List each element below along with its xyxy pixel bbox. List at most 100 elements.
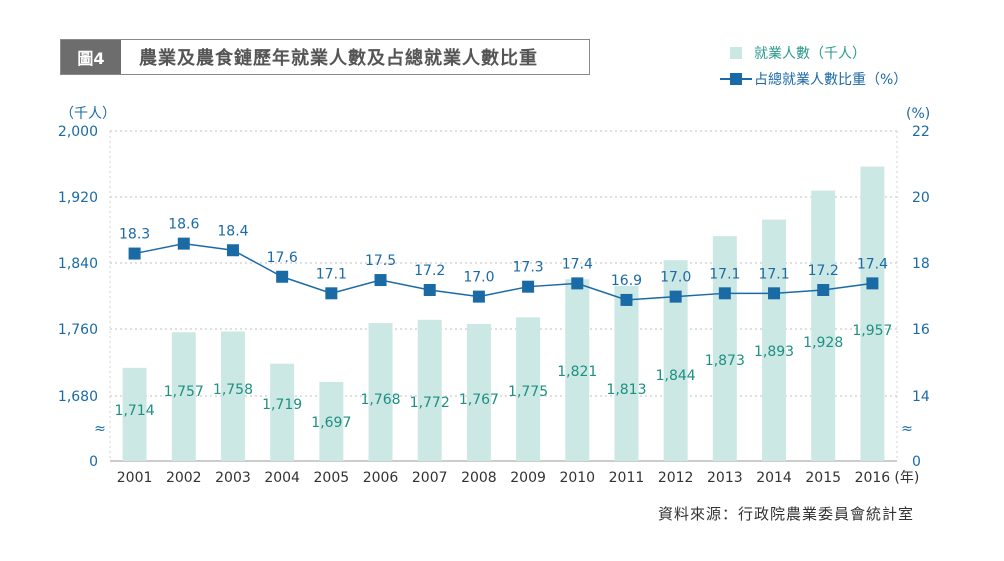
left-tick-label: 1,760	[58, 322, 98, 338]
line-value-label: 18.6	[168, 217, 199, 233]
bar-value-label: 1,757	[164, 384, 204, 400]
right-tick-label: 16	[912, 322, 930, 338]
right-tick-label: 0	[912, 454, 921, 470]
bar-value-label: 1,772	[410, 395, 450, 411]
axis-break-right: ≈	[901, 421, 913, 437]
legend-item-line: 占總就業人數比重（%）	[720, 66, 907, 92]
x-tick-label: 2005	[314, 470, 350, 486]
x-tick-label: 2003	[215, 470, 251, 486]
line-point	[226, 244, 239, 257]
bar-value-label: 1,697	[311, 415, 351, 431]
x-tick-label: 2013	[707, 470, 743, 486]
figure-tag: 圖4	[61, 40, 121, 74]
bar-value-label: 1,719	[262, 397, 302, 413]
line-value-label: 17.3	[513, 260, 544, 276]
line-point	[374, 274, 387, 287]
line-point	[620, 293, 633, 306]
right-tick-label: 20	[912, 190, 930, 206]
right-tick-label: 18	[912, 256, 930, 272]
line-point	[866, 277, 879, 290]
bar	[565, 279, 590, 461]
x-tick-label: 2014	[756, 470, 792, 486]
legend-bar-swatch	[730, 47, 742, 59]
right-tick-label: 22	[912, 124, 930, 140]
x-tick-label: 2007	[412, 470, 448, 486]
line-value-label: 17.4	[857, 256, 888, 272]
chart-title: 農業及農食鏈歷年就業人數及占總就業人數比重	[139, 48, 538, 69]
bar	[417, 319, 442, 461]
x-axis-unit: (年)	[894, 470, 919, 486]
x-tick-label: 2001	[117, 470, 153, 486]
line-value-label: 17.6	[267, 250, 298, 266]
x-tick-label: 2004	[264, 470, 300, 486]
bar	[171, 332, 196, 461]
left-tick-label: 2,000	[58, 124, 98, 140]
bar	[270, 363, 295, 461]
line-value-label: 17.4	[562, 256, 593, 272]
x-tick-label: 2002	[166, 470, 202, 486]
line-point	[276, 270, 289, 283]
left-axis-unit: （千人）	[60, 106, 116, 122]
left-tick-label: 1,920	[58, 190, 98, 206]
bar-value-label: 1,758	[213, 382, 253, 398]
left-tick-label: 1,680	[58, 389, 98, 405]
x-tick-label: 2016	[855, 470, 891, 486]
x-tick-label: 2008	[461, 470, 497, 486]
line-value-label: 18.4	[217, 223, 248, 239]
axis-break-left: ≈	[94, 421, 106, 437]
bar	[811, 190, 836, 461]
line-point	[177, 237, 190, 250]
bar	[466, 323, 491, 461]
bar	[122, 367, 147, 461]
line-value-label: 16.9	[611, 273, 642, 289]
legend-bar-label: 就業人數（千人）	[754, 46, 866, 62]
bar-value-label: 1,821	[557, 364, 597, 380]
bar	[368, 323, 393, 461]
bar	[319, 381, 344, 461]
line-point	[817, 284, 830, 296]
left-tick-label: 0	[89, 454, 98, 470]
share-line	[134, 242, 873, 301]
line-value-label: 17.1	[758, 266, 789, 282]
line-value-label: 17.2	[414, 263, 445, 279]
x-tick-label: 2011	[609, 470, 645, 486]
line-point	[669, 290, 682, 303]
line-point	[325, 287, 338, 300]
bar-value-label: 1,813	[606, 382, 646, 398]
bar	[712, 236, 737, 461]
x-tick-label: 2009	[510, 470, 546, 486]
left-tick-label: 1,840	[58, 256, 98, 272]
x-tick-label: 2012	[658, 470, 694, 486]
bar-value-label: 1,957	[852, 323, 892, 339]
legend-item-bars: 就業人數（千人）	[720, 40, 907, 66]
line-point	[571, 277, 584, 290]
legend-line-label: 占總就業人數比重（%）	[754, 72, 908, 88]
line-value-label: 18.3	[119, 227, 150, 243]
legend: 就業人數（千人） 占總就業人數比重（%）	[720, 40, 907, 92]
line-point	[128, 247, 141, 260]
line-value-label: 17.0	[660, 270, 691, 286]
x-tick-label: 2010	[559, 470, 595, 486]
line-value-label: 17.0	[463, 270, 494, 286]
bar	[860, 166, 885, 461]
line-value-label: 17.2	[808, 263, 839, 279]
line-point	[522, 280, 535, 293]
bar-value-label: 1,768	[360, 392, 400, 408]
legend-line-swatch	[720, 73, 752, 85]
title-box: 圖4 農業及農食鏈歷年就業人數及占總就業人數比重	[60, 39, 590, 75]
bar-value-label: 1,714	[115, 403, 155, 419]
bar-value-label: 1,775	[508, 384, 548, 400]
bar-value-label: 1,928	[803, 335, 843, 351]
bar-value-label: 1,844	[656, 368, 696, 384]
line-value-label: 17.1	[709, 266, 740, 282]
bar	[220, 331, 245, 461]
line-point	[423, 284, 436, 296]
bar	[663, 260, 688, 461]
line-value-label: 17.1	[316, 266, 347, 282]
source-note: 資料來源：行政院農業委員會統計室	[657, 505, 914, 523]
line-point	[768, 287, 781, 300]
x-tick-label: 2006	[363, 470, 399, 486]
bar-value-label: 1,893	[754, 344, 794, 360]
right-tick-label: 14	[912, 389, 930, 405]
